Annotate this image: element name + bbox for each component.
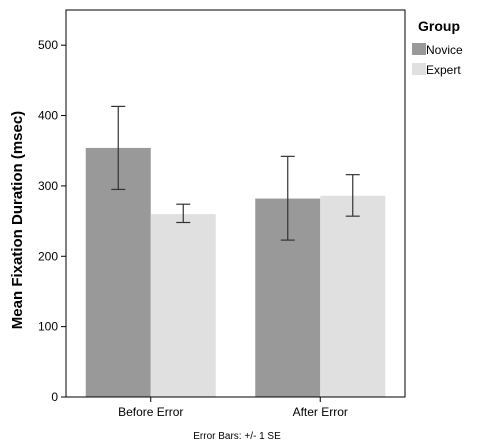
x-tick-label: After Error [293,405,348,419]
y-tick-label: 100 [38,320,58,334]
y-tick-label: 0 [51,390,58,404]
legend-label-expert: Expert [426,63,461,77]
y-tick-label: 200 [38,249,58,263]
legend-swatch-expert [412,63,426,75]
y-tick-label: 300 [38,179,58,193]
bar-expert-0 [150,214,216,397]
y-tick-label: 500 [38,38,58,52]
y-axis-label: Mean Fixation Duration (msec) [9,111,26,329]
bar-expert-1 [320,195,386,397]
legend-swatch-novice [412,43,426,55]
plot-layer: 0 100 200 300 400 500 Before Error After Error [38,9,406,419]
legend: Novice Expert [412,43,463,77]
x-tick-label: Before Error [118,405,183,419]
legend-label-novice: Novice [426,43,463,57]
y-tick-label: 400 [38,109,58,123]
error-bars-note: Error Bars: +/- 1 SE [193,431,281,442]
plot-border [65,9,406,398]
legend-title: Group [418,18,460,34]
